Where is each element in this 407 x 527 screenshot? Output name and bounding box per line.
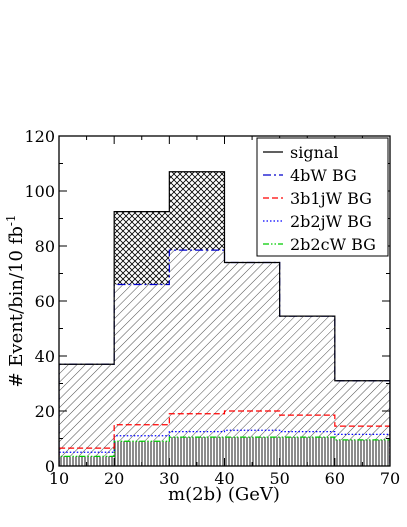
x-tick-label: 40 <box>214 469 234 488</box>
y-axis: 0 20 40 60 80 100 120 <box>24 127 390 476</box>
legend-box <box>256 137 389 257</box>
series-line-2b2cw-bg <box>59 436 390 466</box>
legend-label: 2b2cW BG <box>290 235 376 254</box>
x-tick-label: 70 <box>380 469 400 488</box>
legend-label: 2b2jW BG <box>290 212 372 231</box>
2b2cw-bg-fill <box>334 439 390 466</box>
x-tick-label: 10 <box>49 469 69 488</box>
legend: signal 4bW BG 3b1jW BG 2b2jW BG 2b2cW BG <box>256 137 389 257</box>
4bw-bg-fill <box>334 380 390 440</box>
2b2cw-bg-fill <box>114 441 170 466</box>
2b2cw-bg-fill <box>169 437 225 466</box>
4bw-bg-fill <box>224 262 280 438</box>
y-tick-label: 20 <box>35 402 55 421</box>
x-tick-label: 60 <box>325 469 345 488</box>
x-tick-label: 50 <box>269 469 289 488</box>
series-line-signal <box>59 171 390 466</box>
y-tick-label: 120 <box>24 127 55 146</box>
series-lines <box>59 171 390 466</box>
legend-label: signal <box>290 143 339 162</box>
y-axis-label: # Event/bin/10 fb-1 <box>4 214 27 387</box>
legend-label: 4bW BG <box>290 166 357 185</box>
signal-excess-fill <box>114 211 170 285</box>
x-tick-label: 20 <box>104 469 124 488</box>
y-tick-label: 0 <box>45 457 55 476</box>
x-tick-label: 30 <box>159 469 179 488</box>
signal-excess-fill <box>169 171 225 251</box>
4bw-bg-fill <box>279 316 335 438</box>
2b2cw-bg-fill <box>279 437 335 466</box>
y-tick-label: 100 <box>24 182 55 201</box>
legend-label: 3b1jW BG <box>290 189 372 208</box>
y-axis-label-group: # Event/bin/10 fb-1 <box>4 214 27 387</box>
4bw-bg-fill <box>59 364 115 457</box>
x-axis-label: m(2b) (GeV) <box>168 484 280 505</box>
y-axis-label-superscript: -1 <box>4 214 18 226</box>
2b2cw-bg-fill <box>224 437 280 466</box>
series-line-2b2jw-bg <box>59 429 390 466</box>
4bw-bg-fill <box>114 284 170 442</box>
y-axis-label-text: # Event/bin/10 fb <box>6 226 27 387</box>
y-tick-label: 40 <box>35 347 55 366</box>
2b2cw-bg-fill <box>59 456 115 466</box>
4bw-bg-fill <box>169 250 225 438</box>
series-line-3b1jw-bg <box>59 410 390 466</box>
y-tick-label: 60 <box>35 292 55 311</box>
x-axis: 10 20 30 40 50 60 70 <box>49 136 400 488</box>
hatched-fills <box>59 171 390 466</box>
y-tick-label: 80 <box>35 237 55 256</box>
